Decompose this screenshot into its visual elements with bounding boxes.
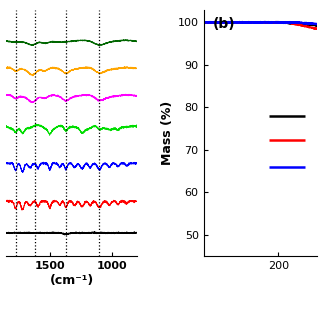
X-axis label: (cm⁻¹): (cm⁻¹) [49,274,94,287]
Y-axis label: Mass (%): Mass (%) [161,101,173,165]
Text: (b): (b) [212,17,235,31]
